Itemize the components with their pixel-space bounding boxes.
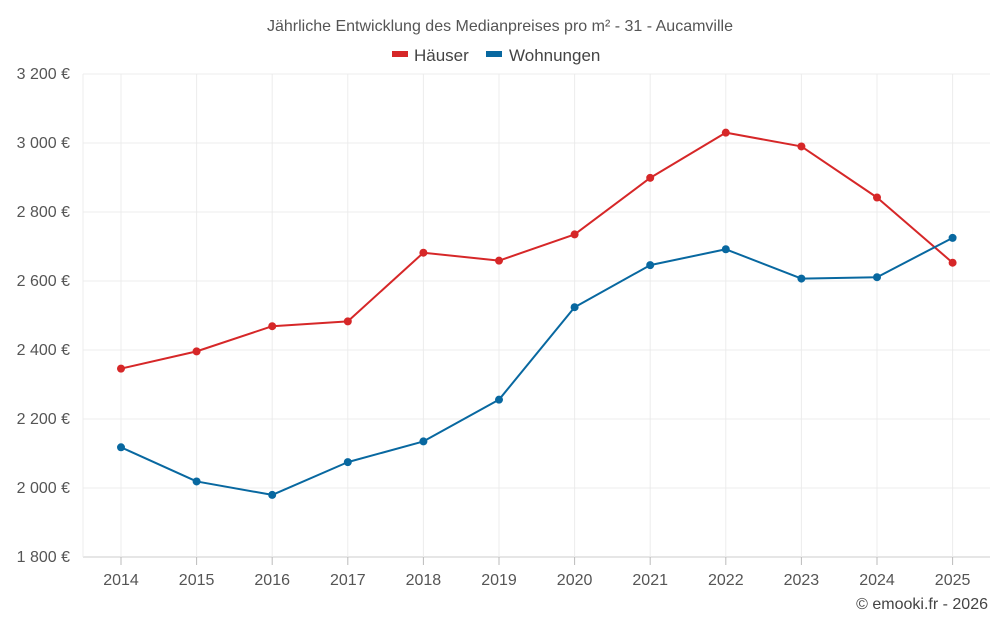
y-tick-label: 2 400 € [17,342,70,359]
y-tick-label: 2 800 € [17,204,70,221]
data-point-wohnungen [646,261,655,270]
y-tick-label: 2 600 € [17,273,70,290]
data-point-haeuser [343,317,352,326]
data-point-haeuser [419,248,428,257]
data-point-haeuser [948,258,957,267]
data-point-haeuser [117,364,125,373]
data-point-wohnungen [797,274,806,283]
data-point-haeuser [721,128,730,137]
data-point-wohnungen [343,458,352,467]
series-line-haeuser [120,131,954,370]
x-tick-label: 2023 [784,572,820,589]
y-tick-label: 3 000 € [17,135,70,152]
x-tick-label: 2018 [406,572,442,589]
data-point-haeuser [268,322,277,331]
y-tick-label: 2 200 € [17,411,70,428]
legend-swatch-wohnungen [486,51,502,57]
data-point-haeuser [495,256,503,265]
copyright-credit: © emooki.fr - 2026 [856,596,988,613]
legend-label-wohnungen[interactable]: Wohnungen [509,46,600,65]
x-tick-label: 2022 [708,572,744,589]
chart-title: Jährliche Entwicklung des Medianpreises … [267,18,733,35]
data-point-haeuser [570,230,579,239]
x-tick-label: 2024 [859,572,895,589]
x-tick-label: 2016 [254,572,290,589]
series-layer [117,128,957,499]
y-tick-label: 3 200 € [17,66,70,83]
data-point-wohnungen [117,443,125,452]
data-point-wohnungen [419,437,428,446]
data-point-wohnungen [721,245,730,254]
grid-layer [82,73,990,558]
data-point-wohnungen [268,490,277,499]
data-point-haeuser [797,142,806,151]
data-point-wohnungen [873,273,881,282]
data-point-wohnungen [948,233,957,242]
series-line-wohnungen [120,236,954,496]
axis-layer: 1 800 € 2 000 € 2 200 € 2 400 € 2 600 € 2 800… [17,66,971,589]
y-tick-label: 2 000 € [17,480,70,497]
x-tick-label: 2021 [632,572,668,589]
x-tick-label: 2015 [179,572,215,589]
data-point-wohnungen [570,303,579,312]
data-point-haeuser [646,173,655,182]
data-point-wohnungen [192,477,201,486]
legend-swatch-haeuser [392,51,408,57]
data-point-wohnungen [495,395,503,404]
x-tick-label: 2017 [330,572,366,589]
data-point-haeuser [192,347,201,356]
x-tick-label: 2020 [557,572,593,589]
data-point-haeuser [873,193,881,202]
legend-label-haeuser[interactable]: Häuser [414,46,469,65]
y-tick-label: 1 800 € [17,549,70,566]
x-tick-label: 2019 [481,572,517,589]
legend: Häuser Wohnungen [392,46,600,65]
x-tick-label: 2025 [935,572,971,589]
x-tick-label: 2014 [103,572,139,589]
